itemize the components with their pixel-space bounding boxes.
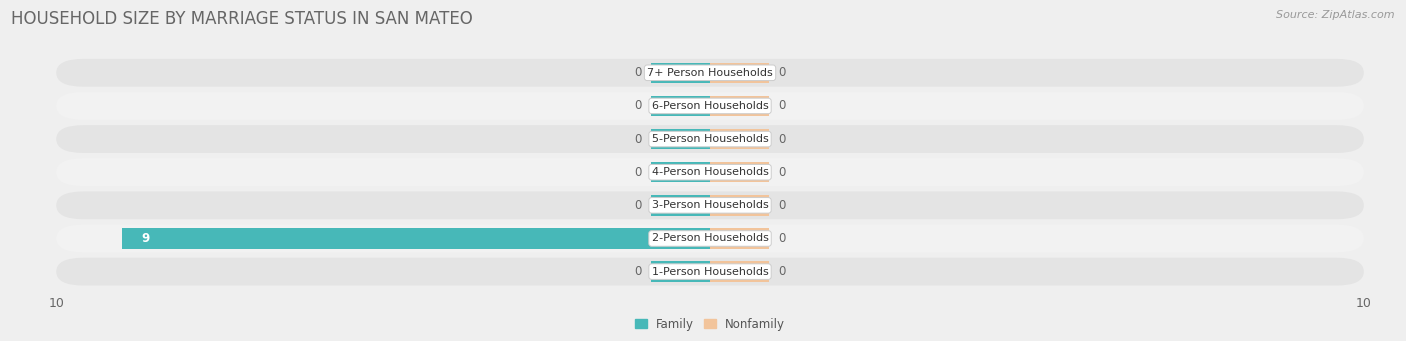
Text: 4-Person Households: 4-Person Households xyxy=(651,167,769,177)
FancyBboxPatch shape xyxy=(56,92,1364,120)
Text: 0: 0 xyxy=(634,166,641,179)
Text: 0: 0 xyxy=(779,66,786,79)
FancyBboxPatch shape xyxy=(56,59,1364,87)
FancyBboxPatch shape xyxy=(56,258,1364,285)
Bar xyxy=(710,62,769,83)
Text: 3-Person Households: 3-Person Households xyxy=(651,201,769,210)
Bar xyxy=(710,162,769,182)
Text: 0: 0 xyxy=(634,199,641,212)
Text: 7+ Person Households: 7+ Person Households xyxy=(647,68,773,78)
Text: 5-Person Households: 5-Person Households xyxy=(651,134,769,144)
Bar xyxy=(651,162,710,182)
Bar xyxy=(651,195,710,216)
Text: 0: 0 xyxy=(779,100,786,113)
Text: 0: 0 xyxy=(634,100,641,113)
FancyBboxPatch shape xyxy=(56,125,1364,153)
Bar xyxy=(651,129,710,149)
Bar xyxy=(710,261,769,282)
Text: 0: 0 xyxy=(779,199,786,212)
Bar xyxy=(710,228,769,249)
Text: 0: 0 xyxy=(634,265,641,278)
Text: 0: 0 xyxy=(634,133,641,146)
Bar xyxy=(651,96,710,116)
Text: 0: 0 xyxy=(779,133,786,146)
Bar xyxy=(121,228,710,249)
FancyBboxPatch shape xyxy=(56,225,1364,252)
Text: HOUSEHOLD SIZE BY MARRIAGE STATUS IN SAN MATEO: HOUSEHOLD SIZE BY MARRIAGE STATUS IN SAN… xyxy=(11,10,472,28)
Bar xyxy=(651,62,710,83)
Bar xyxy=(710,129,769,149)
Text: 2-Person Households: 2-Person Households xyxy=(651,234,769,243)
Text: 0: 0 xyxy=(779,232,786,245)
Text: 0: 0 xyxy=(779,166,786,179)
Text: 0: 0 xyxy=(779,265,786,278)
Bar xyxy=(651,261,710,282)
FancyBboxPatch shape xyxy=(56,191,1364,219)
Text: 0: 0 xyxy=(634,66,641,79)
Text: 9: 9 xyxy=(141,232,149,245)
Legend: Family, Nonfamily: Family, Nonfamily xyxy=(630,313,790,336)
Bar xyxy=(710,96,769,116)
Text: Source: ZipAtlas.com: Source: ZipAtlas.com xyxy=(1277,10,1395,20)
Bar xyxy=(710,195,769,216)
Text: 6-Person Households: 6-Person Households xyxy=(651,101,769,111)
Text: 1-Person Households: 1-Person Households xyxy=(651,267,769,277)
FancyBboxPatch shape xyxy=(56,158,1364,186)
